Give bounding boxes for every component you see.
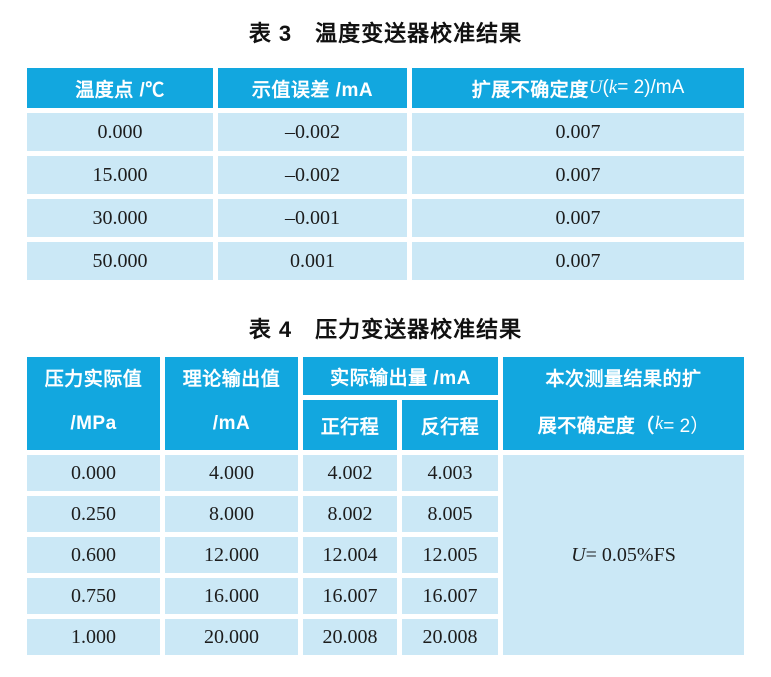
table-cell: 12.004	[303, 537, 397, 573]
table-cell: 0.007	[412, 242, 744, 280]
table-cell: 15.000	[27, 156, 213, 194]
table3-title: 表 3 温度变送器校准结果	[248, 21, 523, 46]
table3-header-expanded-uncertainty: 扩展不确定度 U ( k = 2)/mA	[412, 68, 744, 108]
table-cell: –0.002	[218, 113, 407, 151]
table-cell: 0.007	[412, 156, 744, 194]
content: 表 3 温度变送器校准结果 温度点 /℃ 示值误差 /mA 扩展不确定度 U (…	[27, 0, 744, 655]
table-cell: 20.000	[165, 619, 298, 655]
table-cell: 12.000	[165, 537, 298, 573]
table-cell: 1.000	[27, 619, 160, 655]
table-cell: –0.002	[218, 156, 407, 194]
header-line1: 理论输出值	[182, 369, 281, 390]
table-cell: 20.008	[402, 619, 498, 655]
table-cell: 0.750	[27, 578, 160, 614]
table4-header-actual-output: 实际输出量 /mA	[303, 357, 498, 395]
table-cell: 4.003	[402, 455, 498, 491]
header-text-prefix: 扩展不确定度	[471, 79, 589, 101]
table3-header-temperature-point: 温度点 /℃	[27, 68, 213, 108]
header-text-post: = 2）	[663, 415, 710, 437]
table-cell: 0.001	[218, 242, 407, 280]
table-cell: 8.002	[303, 496, 397, 532]
math-paren-open: (	[602, 77, 609, 98]
table-cell: –0.001	[218, 199, 407, 237]
math-rest: = 2)/mA	[617, 77, 685, 98]
header-line2: /mA	[212, 413, 251, 434]
table-cell: 0.000	[27, 455, 160, 491]
header-line2: /MPa	[70, 413, 117, 434]
math-var-k: k	[608, 77, 618, 98]
table4-header-theoretical-output: 理论输出值 /mA	[165, 357, 298, 450]
table-cell: 4.002	[303, 455, 397, 491]
table-cell: 16.007	[303, 578, 397, 614]
math-var-k: k	[654, 413, 664, 434]
table-cell: 0.007	[412, 113, 744, 151]
header-line1: 压力实际值	[44, 369, 143, 390]
math-var-U: U	[588, 77, 603, 98]
table-cell: 30.000	[27, 199, 213, 237]
table-cell: 12.005	[402, 537, 498, 573]
header-text-pre: 展不确定度（	[537, 415, 655, 437]
table-cell: 16.007	[402, 578, 498, 614]
math-var-U: U	[571, 543, 586, 566]
table-cell: 0.600	[27, 537, 160, 573]
table4-uncertainty-cell: U = 0.05%FS	[503, 455, 744, 655]
table-cell: 16.000	[165, 578, 298, 614]
table4: 压力实际值 /MPa 理论输出值 /mA 实际输出量 /mA 本次测量结果的扩 …	[27, 357, 744, 655]
table3: 温度点 /℃ 示值误差 /mA 扩展不确定度 U ( k = 2)/mA 0.0…	[27, 68, 744, 280]
table-cell: 8.000	[165, 496, 298, 532]
table-cell: 20.008	[303, 619, 397, 655]
table-cell: 0.000	[27, 113, 213, 151]
header-line2: 展不确定度（ k = 2）	[503, 398, 744, 450]
uncertainty-value: = 0.05%FS	[585, 543, 676, 566]
table-cell: 8.005	[402, 496, 498, 532]
header-line1: 本次测量结果的扩	[545, 369, 702, 390]
table-cell: 50.000	[27, 242, 213, 280]
table-cell: 4.000	[165, 455, 298, 491]
table4-subheader-forward-stroke: 正行程	[303, 400, 397, 450]
table-cell: 0.007	[412, 199, 744, 237]
table4-title: 表 4 压力变送器校准结果	[248, 317, 523, 342]
table3-header-indication-error: 示值误差 /mA	[218, 68, 407, 108]
table4-subheader-reverse-stroke: 反行程	[402, 400, 498, 450]
table4-header-actual-pressure: 压力实际值 /MPa	[27, 357, 160, 450]
table4-header-measurement-uncertainty: 本次测量结果的扩 展不确定度（ k = 2）	[503, 357, 744, 450]
table-cell: 0.250	[27, 496, 160, 532]
